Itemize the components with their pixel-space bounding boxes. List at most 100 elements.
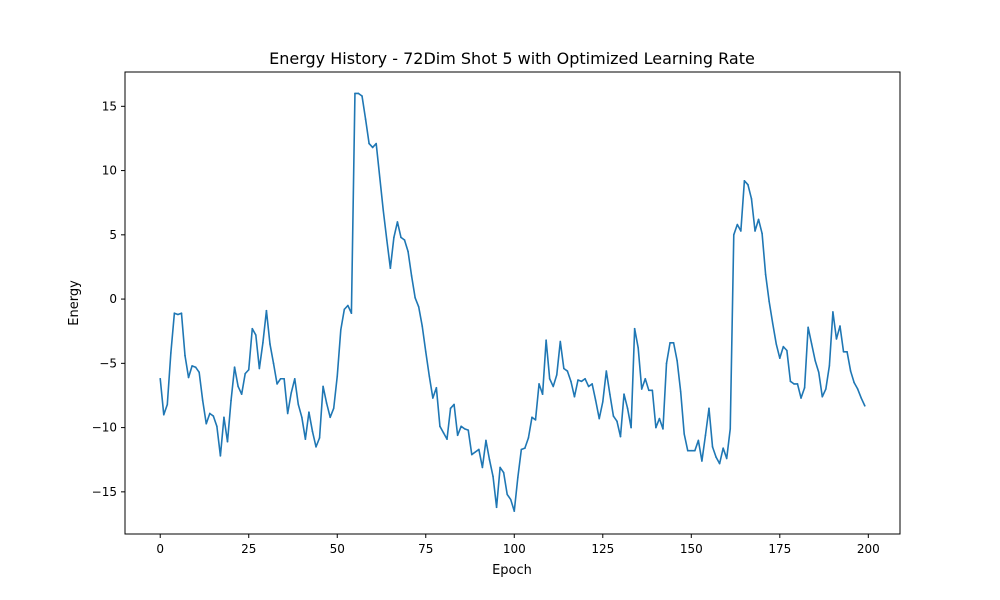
data-point [793,383,795,385]
data-point [432,397,434,399]
data-point [478,448,480,451]
data-point [626,407,629,410]
data-point [644,377,647,380]
data-point [205,422,208,425]
data-point [821,395,824,398]
data-point [258,367,261,370]
data-point [357,92,360,95]
data-point [485,439,487,442]
data-point [694,449,696,452]
data-point [293,377,296,380]
data-point [325,402,328,404]
data-point [456,434,459,437]
data-point [414,297,416,299]
data-point [304,438,307,440]
data-point [817,371,820,374]
data-point [322,385,324,388]
data-point [722,447,724,449]
data-point [665,362,668,365]
data-point [315,446,317,448]
data-point [552,385,555,388]
data-point [212,415,215,417]
data-point [637,347,639,349]
data-point [223,416,225,419]
data-point [676,359,678,362]
data-point [290,392,293,394]
data-point [524,447,526,449]
data-point [311,430,314,433]
data-point [609,393,611,395]
chart-title: Energy History - 72Dim Shot 5 with Optim… [269,49,755,68]
data-point [375,142,377,145]
data-point [354,92,356,95]
data-point [371,146,374,149]
data-point [619,435,622,438]
data-point [825,388,827,390]
data-point [159,377,162,380]
data-point [725,457,728,460]
data-point [640,388,643,390]
data-point [467,429,470,431]
data-point [623,393,625,395]
data-point [446,438,448,440]
data-point [424,350,427,353]
data-point [697,439,700,442]
x-tick-label: 50 [330,542,345,556]
data-point [775,343,778,345]
data-point [513,510,516,512]
energy-series-line [159,92,866,512]
data-point [180,312,183,315]
data-point [548,377,551,380]
data-point [648,389,650,392]
data-point [764,273,767,276]
data-point [449,407,452,410]
plot-frame [124,71,901,535]
data-point [184,354,186,357]
x-tick-label: 125 [591,542,614,556]
data-point [262,341,264,344]
data-point [534,419,537,421]
data-point [396,221,399,223]
data-point [364,118,367,120]
data-point [463,428,466,430]
x-tick-label: 175 [768,542,791,556]
data-point [740,230,742,232]
data-point [251,327,254,330]
data-point [502,471,505,474]
data-point [803,386,806,389]
y-axis: −15 −10 −5 0 5 10 15 [92,99,125,499]
data-point [230,399,232,402]
data-point [470,453,473,456]
data-point [800,397,802,399]
data-point [382,209,385,212]
data-point [832,311,834,313]
y-tick-label: −15 [92,485,117,499]
data-point [729,428,732,430]
data-point [308,411,310,413]
x-tick-label: 150 [680,542,703,556]
data-point [779,357,781,360]
x-tick-label: 25 [241,542,256,556]
data-point [612,415,615,417]
data-point [386,239,388,241]
data-point [630,426,632,429]
data-point [538,383,540,385]
data-point [580,380,583,383]
data-point [194,366,197,368]
data-point [672,341,675,344]
data-point [541,393,544,395]
data-point [368,142,370,145]
data-point [718,462,721,465]
data-point [492,475,494,478]
data-point [555,374,558,376]
data-point [853,381,855,384]
data-point [594,399,597,402]
data-point [750,198,753,200]
data-point [786,349,788,352]
data-point [704,434,707,437]
data-point [361,95,363,97]
y-tick-label: −5 [99,356,117,370]
data-point [400,236,402,239]
data-point [736,223,739,226]
data-point [587,385,590,388]
